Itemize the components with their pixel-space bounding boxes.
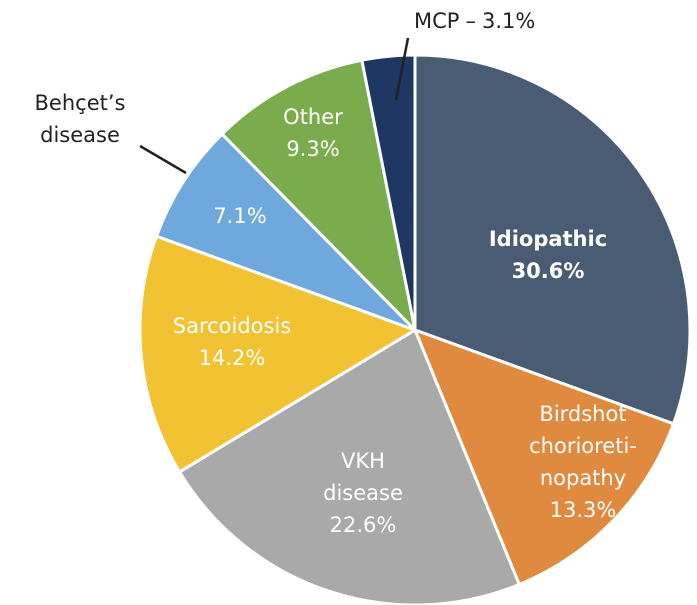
pie-slice bbox=[177, 327, 522, 605]
value-label: 22.6% bbox=[330, 513, 397, 537]
slice-label: VKH bbox=[341, 449, 385, 473]
leader-line bbox=[139, 144, 187, 175]
slice-label: chorioreti- bbox=[529, 434, 637, 458]
slice-label: Birdshot bbox=[539, 402, 626, 426]
slice-label: Sarcoidosis bbox=[173, 314, 292, 338]
slice-label: Idiopathic bbox=[489, 227, 607, 251]
slice-label: nopathy bbox=[540, 466, 626, 490]
slice-label: Other bbox=[283, 105, 343, 129]
slice-label: Behçet’s bbox=[35, 91, 126, 115]
value-label: 30.6% bbox=[512, 259, 585, 283]
leader-line bbox=[394, 37, 410, 101]
value-label: 13.3% bbox=[550, 498, 617, 522]
pie-slice bbox=[138, 234, 419, 475]
value-label: 3.1% bbox=[482, 9, 535, 33]
slices bbox=[138, 53, 692, 605]
slice-label: disease bbox=[40, 123, 120, 147]
value-label: 7.1% bbox=[213, 204, 266, 228]
pie-slice bbox=[360, 53, 417, 331]
pie-slice bbox=[219, 58, 418, 335]
pie-slice bbox=[413, 53, 692, 426]
value-label: 9.3% bbox=[286, 137, 339, 161]
slice-label: disease bbox=[323, 481, 403, 505]
category-name: MCP bbox=[414, 9, 459, 33]
pie-slice bbox=[154, 131, 417, 332]
slice-label: MCP –3.1% bbox=[414, 9, 535, 33]
separator: – bbox=[465, 9, 476, 33]
value-label: 14.2% bbox=[199, 346, 266, 370]
pie-slice bbox=[412, 327, 676, 587]
